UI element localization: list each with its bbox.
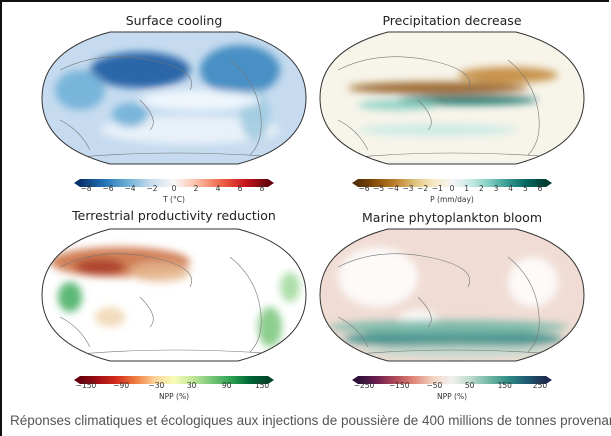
panel-title: Surface cooling [125,13,223,28]
figure-caption[interactable]: Réponses climatiques et écologiques aux … [10,413,611,428]
tick-label: −6 [102,184,114,193]
tick-label: 150 [254,381,270,390]
tick-label: 50 [464,381,475,390]
map-region [90,52,190,88]
colorbar-ticks: −8 −6 −4 −2 0 2 4 6 8 [74,184,274,194]
map-region [100,116,280,144]
tick-label: 6 [237,184,243,193]
tick-label: 250 [532,381,548,390]
map-region [348,82,528,94]
colorbar [74,369,274,384]
tick-label: −5 [373,184,385,193]
map-region [358,345,558,357]
map-region [358,124,518,136]
tick-label: −30 [148,381,165,390]
map-region [130,262,190,282]
tick-label: 150 [497,381,512,390]
tick-label: 30 [186,381,197,390]
map-region [55,70,105,110]
map-region [343,330,563,348]
map-region [140,90,260,110]
tick-label: −4 [124,184,136,193]
tick-label: −4 [387,184,399,193]
tick-label: −150 [388,381,410,390]
tick-label: 5 [522,184,528,193]
tick-label: 2 [478,184,484,193]
tick-label: 3 [493,184,499,193]
coastline [337,56,569,159]
world-map [40,227,308,363]
colorbar [352,172,552,187]
map-region [508,257,558,307]
tick-label: −1 [431,184,443,193]
colorbar-label: P (mm/day) [430,195,474,204]
tick-label: 6 [537,184,543,193]
map-region [458,67,558,83]
map-region [358,100,438,110]
colorbar [74,172,274,187]
map-region [58,282,82,312]
colorbar-ticks: −250 −150 −50 50 150 250 [352,381,552,391]
world-map [318,227,586,363]
tick-label: −90 [113,381,130,390]
map-region [398,95,538,105]
tick-label: −3 [402,184,414,193]
tick-label: −6 [358,184,370,193]
tick-label: 4 [508,184,514,193]
map-region [75,259,125,275]
colorbar-ticks: −6 −5 −4 −3 −2 −1 0 1 2 3 4 5 6 [352,184,552,194]
tick-label: −8 [80,184,92,193]
tick-label: 90 [222,381,232,390]
tick-label: −2 [417,184,429,193]
colorbar-ticks: −150 −90 −30 30 90 150 [74,381,274,391]
world-map [318,30,586,166]
tick-label: −2 [146,184,158,193]
tick-label: 0 [449,184,455,193]
tick-label: 0 [171,184,177,193]
tick-label: 8 [259,184,265,193]
map-region [258,307,282,347]
map-region [328,320,568,334]
map-region [95,307,125,327]
tick-label: −250 [353,381,375,390]
panel-title: Precipitation decrease [382,13,522,28]
tick-label: 4 [215,184,221,193]
coastline [59,253,291,356]
world-map [40,30,308,166]
colorbar-label: NPP (%) [436,392,468,401]
map-region [112,103,148,127]
tick-label: −150 [75,381,97,390]
panel-title: Terrestrial productivity reduction [72,208,276,223]
map-region [338,247,418,307]
coastline [59,56,291,159]
colorbar-label: T (°C) [163,195,185,204]
map-region [280,272,300,302]
coastline [337,253,569,356]
colorbar-label: NPP (%) [158,392,190,401]
map-region [200,45,280,95]
tick-label: 1 [464,184,470,193]
tick-label: 2 [193,184,199,193]
panel-title: Marine phytoplankton bloom [362,210,542,225]
colorbar [352,369,552,384]
tick-label: −50 [426,381,443,390]
